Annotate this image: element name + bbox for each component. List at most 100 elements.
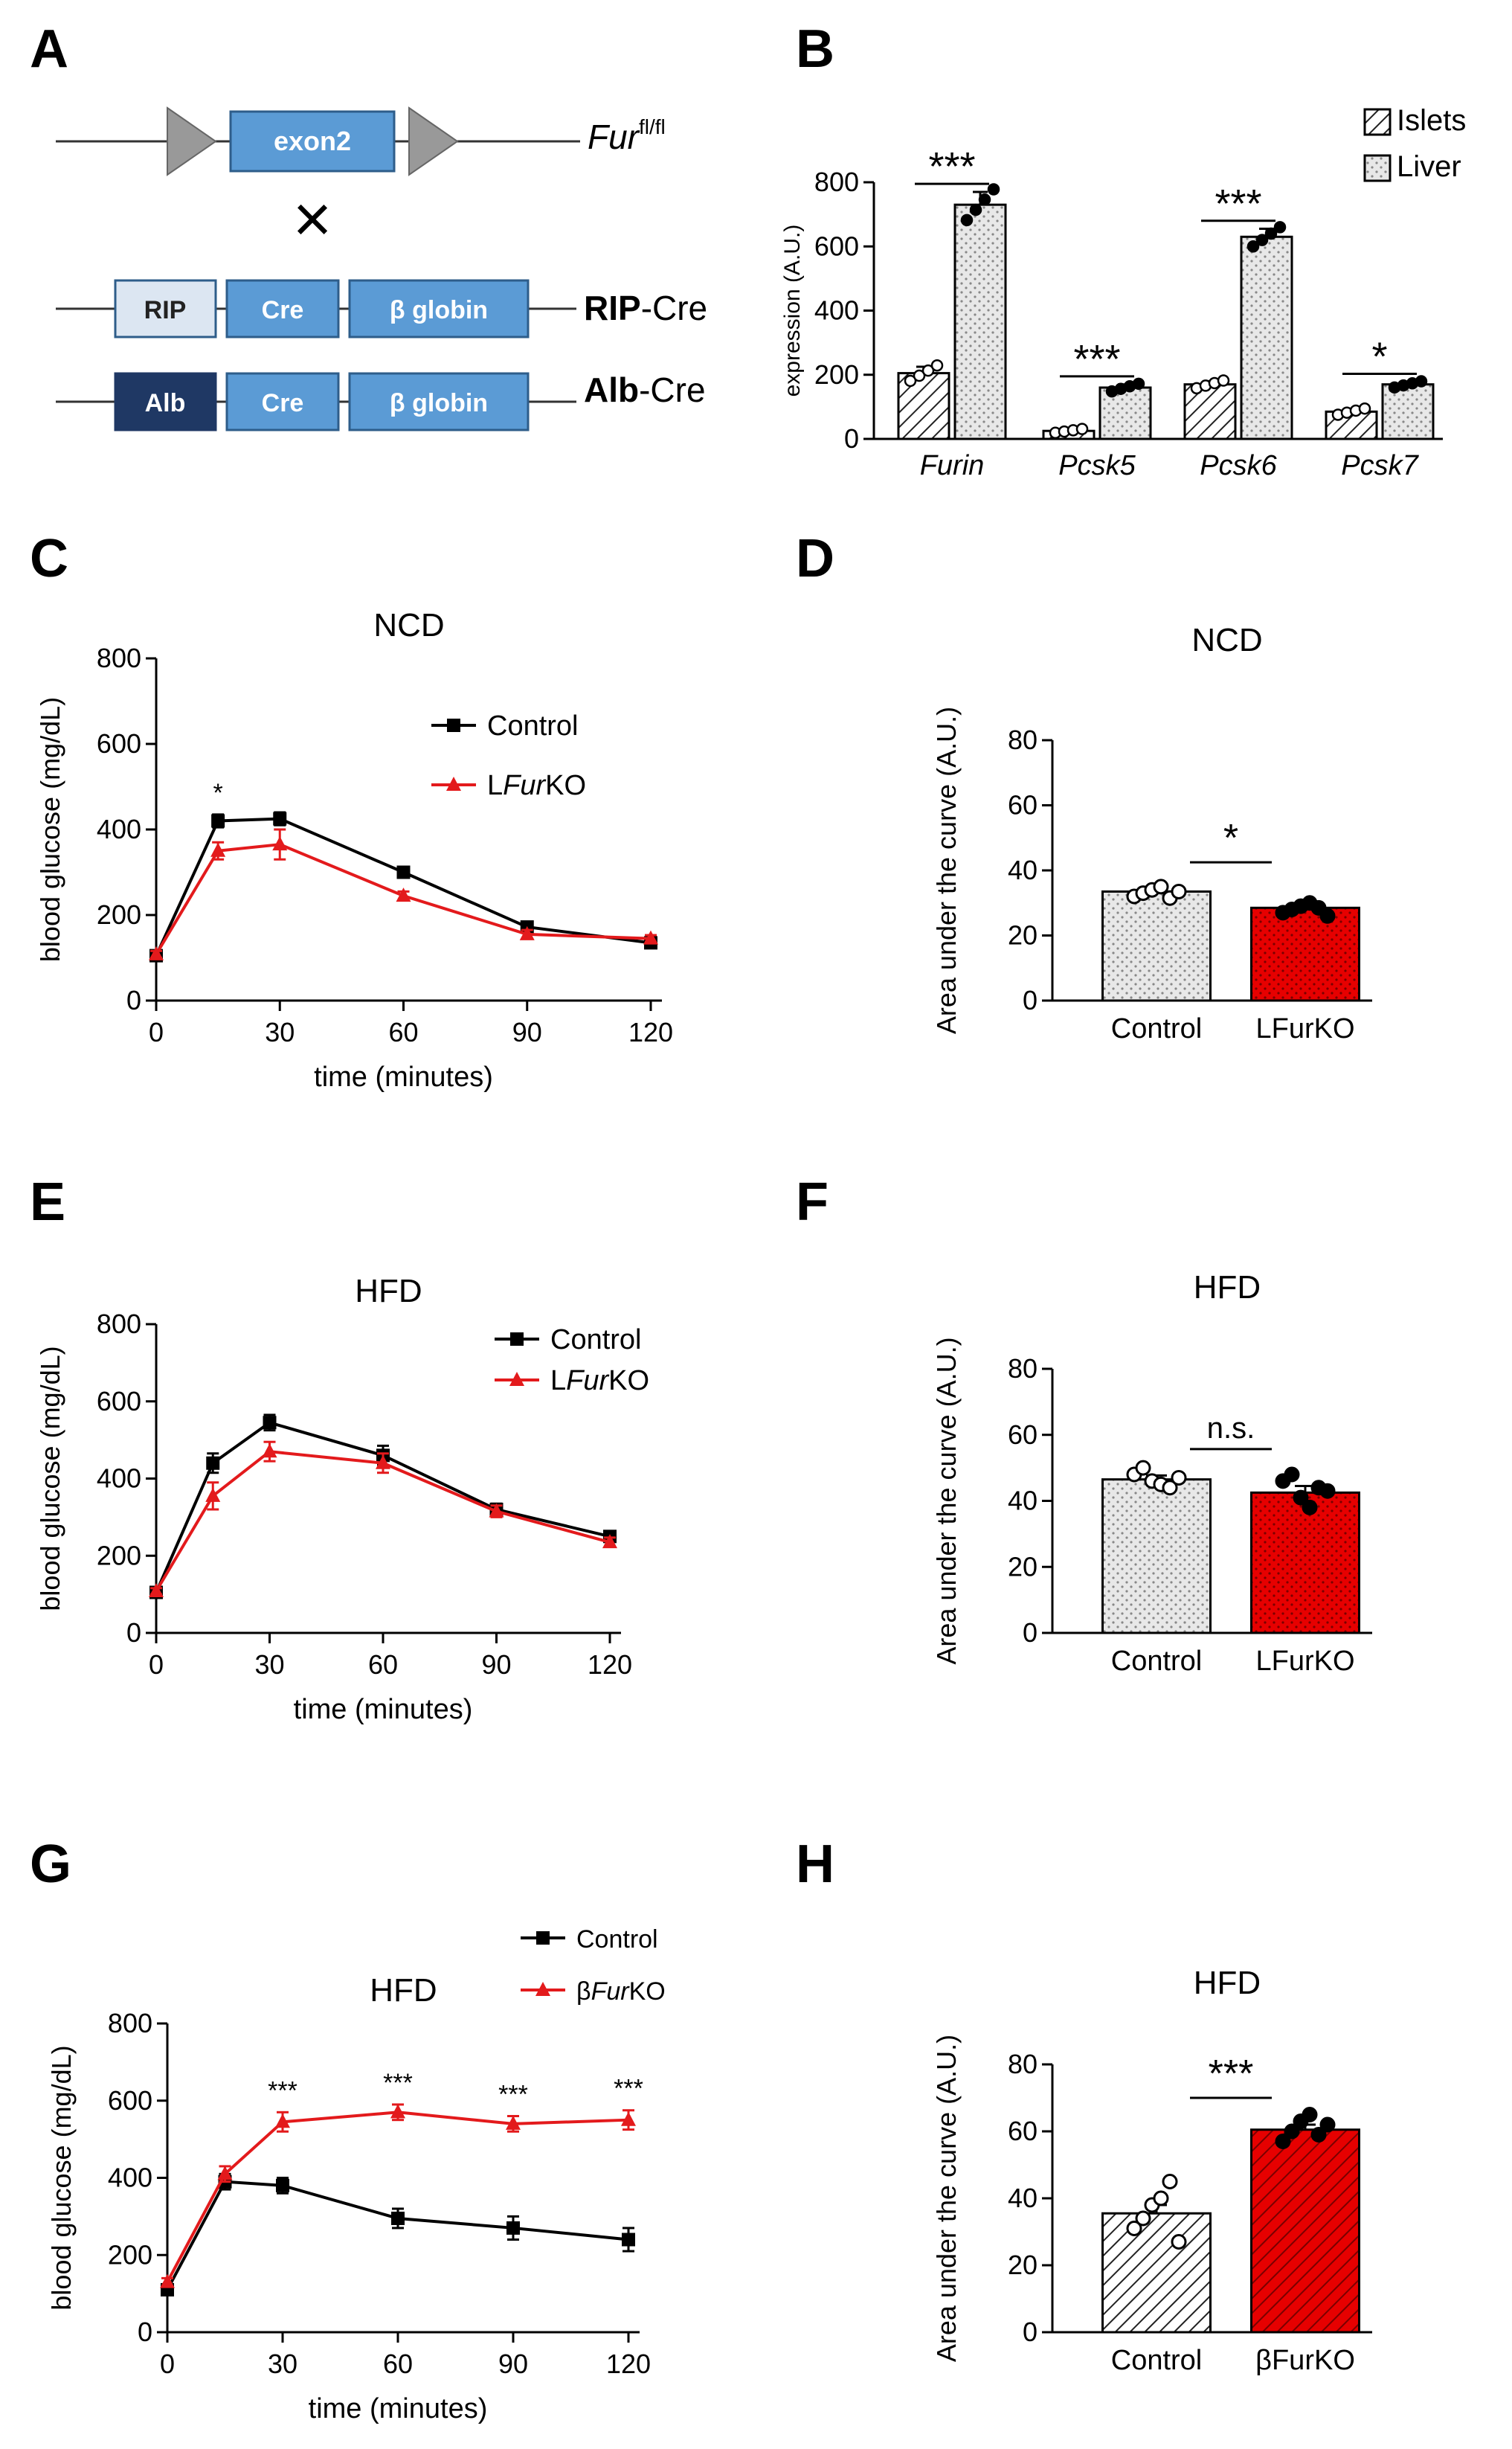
legend-label-C: LFurKO xyxy=(487,770,586,801)
y-tick-label-H: 40 xyxy=(1008,2183,1038,2213)
x-tick-label-C: 30 xyxy=(265,1017,295,1047)
data-point-B xyxy=(960,214,974,227)
data-point-E xyxy=(262,1443,277,1458)
x-tick-label-G: 120 xyxy=(606,2349,651,2379)
alb-box-label: Alb xyxy=(145,389,186,417)
data-point-F xyxy=(1319,1483,1336,1499)
data-point-G xyxy=(621,2111,636,2126)
x-category-label-D: LFurKO xyxy=(1255,1013,1354,1044)
y-tick-label-G: 400 xyxy=(108,2163,152,2193)
data-point-C xyxy=(519,925,535,940)
data-point-D xyxy=(1153,879,1169,895)
data-point-C xyxy=(210,842,226,857)
legend-label-italic: Fur xyxy=(591,1977,631,2006)
y-axis-title-C: blood glucose (mg/dL) xyxy=(35,697,65,962)
legend-label-C: Control xyxy=(487,710,579,742)
data-point-B xyxy=(1217,374,1230,387)
rip-cre-rest: -Cre xyxy=(641,289,707,327)
y-tick-label-B: 400 xyxy=(814,295,859,326)
data-point-E xyxy=(205,1487,221,1502)
legend-marker-C xyxy=(446,777,461,791)
panel-letter-e: E xyxy=(30,1172,65,1232)
chart-D: NCD 0 20 40 60 80 Area under the curve (A.U.) C… xyxy=(931,622,1372,1044)
globin-box-alb-label: β globin xyxy=(390,389,488,417)
bar-H-1 xyxy=(1250,2128,1360,2334)
chart-title-E: HFD xyxy=(355,1273,422,1309)
data-point-B xyxy=(1132,377,1145,391)
data-point-E xyxy=(149,1582,164,1597)
data-point-F xyxy=(1135,1460,1151,1476)
bar-D-1 xyxy=(1250,906,1360,1002)
data-point-F xyxy=(1284,1466,1300,1483)
significance-C: * xyxy=(213,779,223,807)
y-tick-label-H: 80 xyxy=(1008,2049,1038,2079)
significance-D: * xyxy=(1223,817,1238,860)
x-category-label-B: Pcsk5 xyxy=(1058,450,1136,481)
y-axis-title-B: expression (A.U.) xyxy=(780,225,805,397)
y-tick-label-B: 0 xyxy=(844,423,859,454)
x-tick-label-C: 120 xyxy=(628,1017,673,1047)
globin-box-rip-label: β globin xyxy=(390,296,488,324)
data-point-B xyxy=(1255,234,1269,246)
y-tick-label-D: 60 xyxy=(1008,790,1038,821)
rip-box-label: RIP xyxy=(144,296,187,324)
legend-label-E: Control xyxy=(550,1324,642,1355)
fur-superscript: fl/fl xyxy=(639,115,666,138)
data-point-G xyxy=(390,2104,405,2119)
significance-B: *** xyxy=(928,144,975,189)
x-category-label-B: Pcsk7 xyxy=(1341,450,1419,481)
loxp-triangle-left xyxy=(167,106,217,176)
data-point-C xyxy=(272,836,288,851)
chart-B: 0 200 400 600 800 expression (A.U.) Furin *** Pc… xyxy=(780,104,1466,481)
y-tick-label-B: 600 xyxy=(814,231,859,261)
alb-cre-rest: -Cre xyxy=(639,370,705,409)
panel-letter-c: C xyxy=(30,529,68,588)
y-axis-title-H: Area under the curve (A.U.) xyxy=(931,2035,962,2362)
significance-G: *** xyxy=(498,2081,528,2109)
panel-letter-b: B xyxy=(796,19,834,79)
exon2-box xyxy=(229,110,396,173)
y-tick-label-G: 0 xyxy=(138,2317,152,2347)
y-tick-label-G: 200 xyxy=(108,2239,152,2270)
y-tick-label-C: 400 xyxy=(97,814,141,844)
rip-box xyxy=(114,279,217,338)
significance-G: *** xyxy=(614,2075,643,2103)
y-tick-label-C: 200 xyxy=(97,899,141,930)
chart-title-F: HFD xyxy=(1194,1269,1261,1306)
data-point-B xyxy=(1246,240,1260,253)
data-point-B xyxy=(930,359,944,372)
y-axis-title-F: Area under the curve (A.U.) xyxy=(931,1337,962,1664)
y-tick-label-E: 400 xyxy=(97,1463,141,1494)
y-tick-label-G: 800 xyxy=(108,2008,152,2038)
data-point-H xyxy=(1126,2221,1142,2236)
x-tick-label-E: 30 xyxy=(254,1649,284,1680)
alb-box xyxy=(114,372,217,431)
y-tick-label-F: 80 xyxy=(1008,1353,1038,1384)
legend-label-G: Control xyxy=(576,1925,658,1954)
y-tick-label-C: 800 xyxy=(97,643,141,673)
significance-F: n.s. xyxy=(1207,1412,1255,1445)
data-point-B xyxy=(921,364,935,377)
x-category-label-D: Control xyxy=(1111,1013,1203,1044)
data-point-G xyxy=(276,2178,289,2192)
data-point-F xyxy=(1171,1469,1187,1486)
globin-box-rip xyxy=(348,279,530,338)
significance-G: *** xyxy=(268,2076,297,2105)
y-tick-label-H: 60 xyxy=(1008,2116,1038,2146)
data-point-H xyxy=(1162,2174,1178,2189)
significance-H: *** xyxy=(1209,2052,1254,2096)
legend-label-B: Liver xyxy=(1397,150,1461,183)
legend-label-post: KO xyxy=(608,1365,649,1396)
data-point-B xyxy=(978,193,991,206)
data-point-D xyxy=(1319,908,1336,924)
x-category-label-F: LFurKO xyxy=(1255,1646,1354,1677)
data-point-C xyxy=(149,946,164,960)
legend-label-post: KO xyxy=(545,770,586,801)
legend-label-post: KO xyxy=(629,1977,666,2006)
y-tick-label-C: 0 xyxy=(126,985,141,1015)
data-point-G xyxy=(506,2115,521,2130)
data-point-H xyxy=(1319,2116,1336,2133)
legend-marker-E xyxy=(510,1332,524,1346)
